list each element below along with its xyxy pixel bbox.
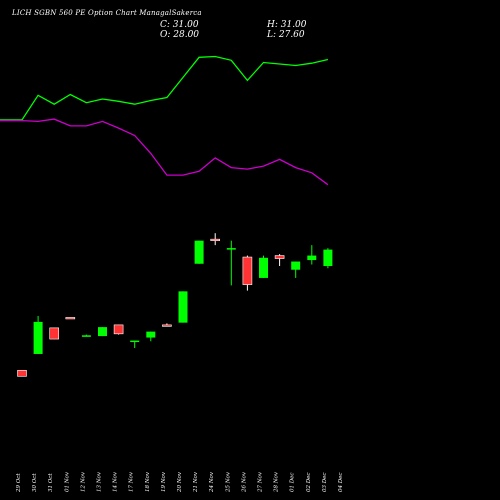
x-tick-label: 01 Dec bbox=[290, 473, 296, 493]
green-indicator-line bbox=[0, 55, 329, 121]
close-value: C: 31.00 bbox=[160, 20, 199, 30]
open-value: O: 28.00 bbox=[160, 30, 200, 40]
x-tick-label: 14 Nov bbox=[113, 471, 119, 492]
x-tick-label: 18 Nov bbox=[145, 471, 151, 492]
x-tick-label: 25 Nov bbox=[225, 471, 231, 493]
candle-body bbox=[274, 255, 285, 259]
candle-body bbox=[210, 238, 220, 241]
x-tick-label: 13 Nov bbox=[97, 471, 103, 492]
high-value: H: 31.00 bbox=[267, 20, 307, 30]
x-tick-label: 12 Nov bbox=[80, 471, 86, 492]
purple-indicator-line bbox=[0, 118, 329, 186]
x-tick-label: 29 Oct bbox=[16, 473, 22, 493]
candle-body bbox=[291, 261, 301, 270]
candle-body bbox=[226, 248, 236, 250]
x-tick-label: 04 Dec bbox=[338, 473, 344, 493]
candle-body bbox=[113, 324, 124, 335]
candle-body bbox=[130, 340, 140, 343]
x-tick-label: 28 Nov bbox=[274, 471, 280, 493]
x-tick-label: 19 Nov bbox=[161, 471, 167, 492]
candle-body bbox=[65, 317, 76, 320]
candle-body bbox=[33, 321, 43, 354]
x-tick-label: 30 Oct bbox=[32, 473, 38, 492]
chart-title: LICH SGBN 560 PE Option Chart ManagalSak… bbox=[12, 9, 202, 17]
x-tick-label: 17 Nov bbox=[129, 471, 135, 492]
candle-body bbox=[242, 256, 253, 285]
candle-body bbox=[162, 324, 172, 327]
candle-body bbox=[259, 257, 268, 278]
x-tick-label: 31 Oct bbox=[48, 473, 54, 492]
candle-body bbox=[323, 249, 333, 266]
x-tick-label: 20 Nov bbox=[177, 471, 183, 493]
x-tick-label: 24 Nov bbox=[209, 471, 215, 493]
candle-body bbox=[178, 291, 188, 323]
x-tick-label: 27 Nov bbox=[258, 471, 264, 493]
candle-body bbox=[307, 255, 317, 261]
x-tick-label: 26 Nov bbox=[241, 471, 247, 493]
x-tick-label: 02 Dec bbox=[306, 473, 312, 493]
candle-body bbox=[146, 331, 156, 338]
candle-body bbox=[49, 327, 60, 340]
candle-body bbox=[194, 240, 204, 264]
x-tick-label: 03 Dec bbox=[322, 473, 328, 493]
candle-body bbox=[17, 370, 27, 377]
x-tick-label: 21 Nov bbox=[193, 471, 199, 493]
low-value: L: 27.60 bbox=[267, 30, 305, 40]
candle-body bbox=[81, 335, 91, 337]
x-tick-label: 01 Nov bbox=[64, 471, 70, 492]
candle-body bbox=[98, 327, 107, 337]
